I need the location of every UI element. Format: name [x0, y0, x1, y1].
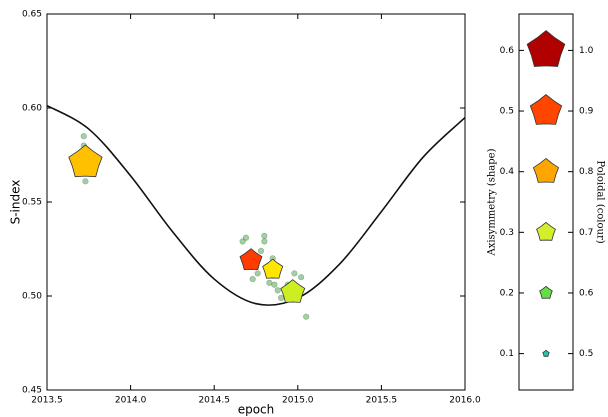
y-tick-label: 0.1 — [500, 349, 514, 359]
data-point — [242, 234, 250, 241]
shape-axis-title: Axisymmetry (shape) — [487, 148, 498, 256]
x-axis-title: epoch — [238, 403, 275, 417]
legend-frame — [518, 13, 574, 391]
y-tick-label: 0.3 — [500, 228, 514, 238]
y2-tick-label: 1.0 — [579, 46, 594, 56]
y-tick-label: 0.50 — [22, 292, 42, 302]
legend-marker — [529, 94, 563, 125]
data-point — [254, 270, 261, 277]
y-tick-label: 0.4 — [500, 167, 515, 177]
data-point — [266, 279, 273, 286]
data-point — [82, 178, 89, 185]
data-point — [80, 133, 87, 140]
y-tick-label: 0.2 — [500, 288, 514, 298]
star-marker — [280, 279, 306, 303]
data-point — [277, 294, 285, 301]
star-marker — [68, 144, 103, 178]
x-tick-label: 2015.0 — [282, 396, 314, 406]
legend-marker — [526, 30, 566, 67]
model-curve — [46, 104, 466, 306]
plot-frame — [46, 13, 466, 391]
y-tick-label: 0.65 — [22, 10, 42, 20]
colour-axis-title: Poloidal (colour) — [595, 160, 606, 243]
x-tick-label: 2016.0 — [449, 396, 481, 406]
star-marker — [262, 258, 284, 279]
data-point — [249, 275, 256, 283]
star-marker — [239, 248, 263, 271]
data-point — [298, 274, 305, 281]
y2-tick-label: 0.6 — [579, 288, 594, 298]
legend-marker — [536, 221, 556, 241]
y2-tick-label: 0.5 — [579, 349, 593, 359]
y2-tick-label: 0.9 — [579, 107, 594, 117]
data-point — [261, 238, 268, 245]
data-point — [274, 287, 281, 294]
data-point — [303, 313, 310, 320]
x-tick-label: 2013.5 — [31, 396, 63, 406]
x-tick-label: 2014.5 — [198, 396, 230, 406]
x-tick-label: 2015.5 — [366, 396, 398, 406]
legend-marker — [539, 285, 553, 299]
y-tick-label: 0.60 — [22, 104, 42, 114]
data-point — [257, 247, 265, 254]
y2-tick-label: 0.8 — [579, 167, 594, 177]
data-point — [271, 281, 278, 288]
y2-tick-label: 0.7 — [579, 228, 593, 238]
x-tick-label: 2014.0 — [115, 396, 147, 406]
y-tick-label: 0.45 — [22, 386, 42, 396]
y-tick-label: 0.6 — [500, 46, 515, 56]
y-tick-label: 0.55 — [22, 198, 42, 208]
legend-marker — [532, 157, 560, 183]
y-axis-title: S-index — [9, 180, 23, 225]
y-tick-label: 0.5 — [500, 107, 514, 117]
data-point — [291, 270, 298, 277]
legend-marker — [542, 349, 550, 357]
data-point — [239, 238, 246, 245]
data-point — [261, 232, 268, 239]
